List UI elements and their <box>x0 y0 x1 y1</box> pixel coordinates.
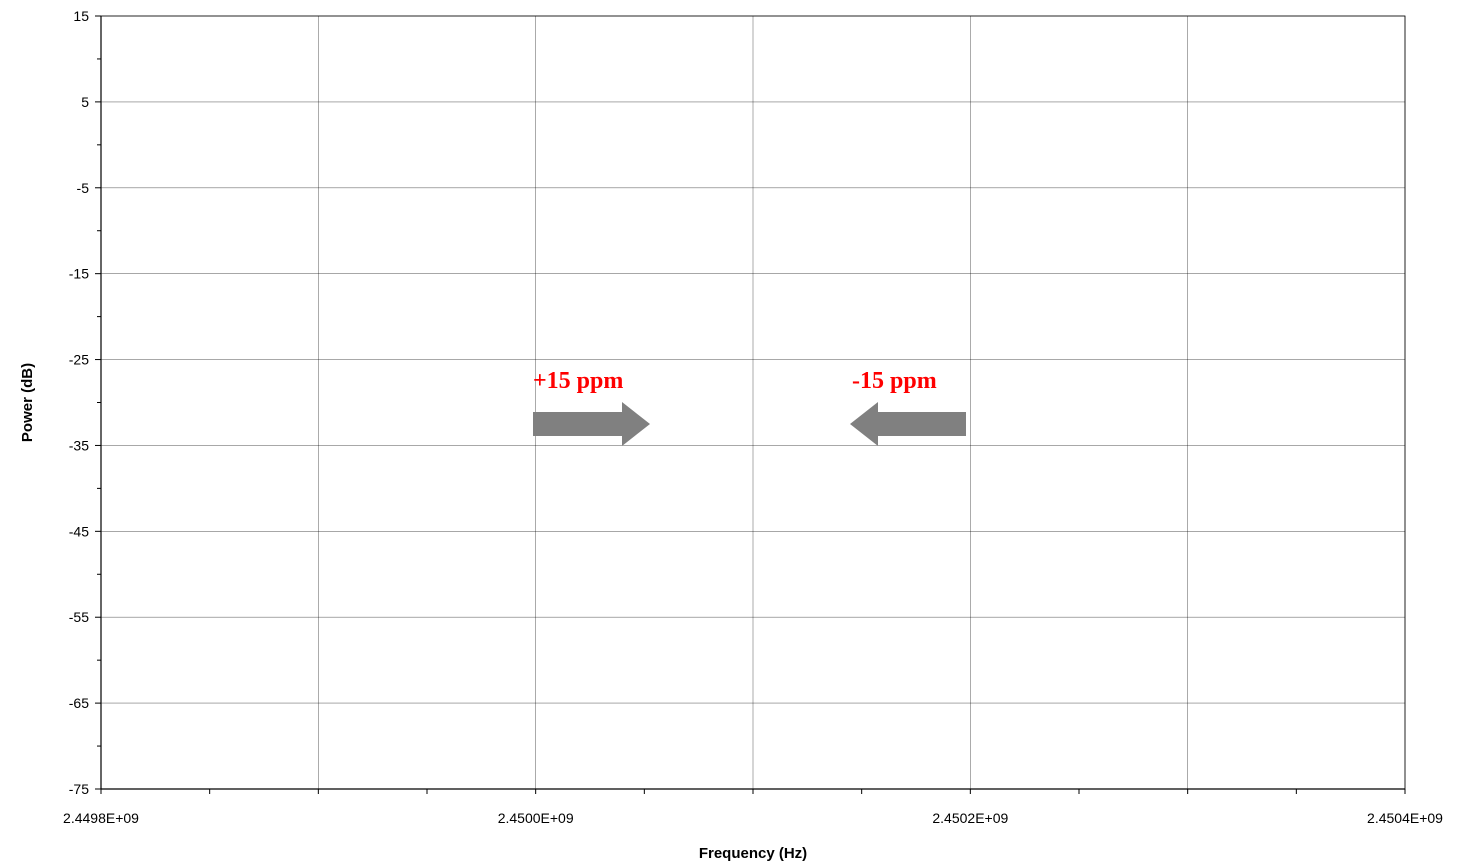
y-tick-label: -15 <box>69 266 89 282</box>
y-tick-label: -65 <box>69 695 89 711</box>
y-tick-label: -25 <box>69 352 89 368</box>
y-tick-label: -55 <box>69 609 89 625</box>
x-tick-label: 2.4500E+09 <box>498 810 574 826</box>
arrow-left-icon <box>850 402 966 446</box>
y-tick-label: 15 <box>73 8 89 24</box>
x-tick-label: 2.4498E+09 <box>63 810 139 826</box>
annotations: +15 ppm -15 ppm <box>533 368 966 446</box>
y-tick-label: -45 <box>69 523 89 539</box>
y-tick-label: 5 <box>81 94 89 110</box>
y-tick-label: -75 <box>69 781 89 797</box>
axes: 15 5 -5 -15 -25 -35 -45 -55 -65 -75 2.4498E+09 2.45… <box>63 8 1443 826</box>
annotation-plus-15-ppm: +15 ppm <box>533 368 623 394</box>
y-tick-label: -35 <box>69 437 89 453</box>
y-axis-title: Power (dB) <box>19 363 36 442</box>
y-tick-label: -5 <box>77 180 90 196</box>
x-tick-label: 2.4504E+09 <box>1367 810 1443 826</box>
annotation-minus-15-ppm: -15 ppm <box>852 368 937 394</box>
x-axis-title: Frequency (Hz) <box>699 845 807 862</box>
arrow-right-icon <box>533 402 650 446</box>
grid <box>100 15 1406 790</box>
x-tick-label: 2.4502E+09 <box>932 810 1008 826</box>
